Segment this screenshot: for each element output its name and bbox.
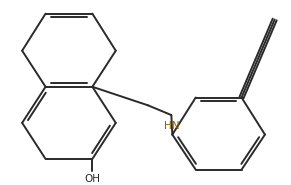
Text: HN: HN (164, 121, 179, 131)
Text: OH: OH (84, 174, 100, 184)
